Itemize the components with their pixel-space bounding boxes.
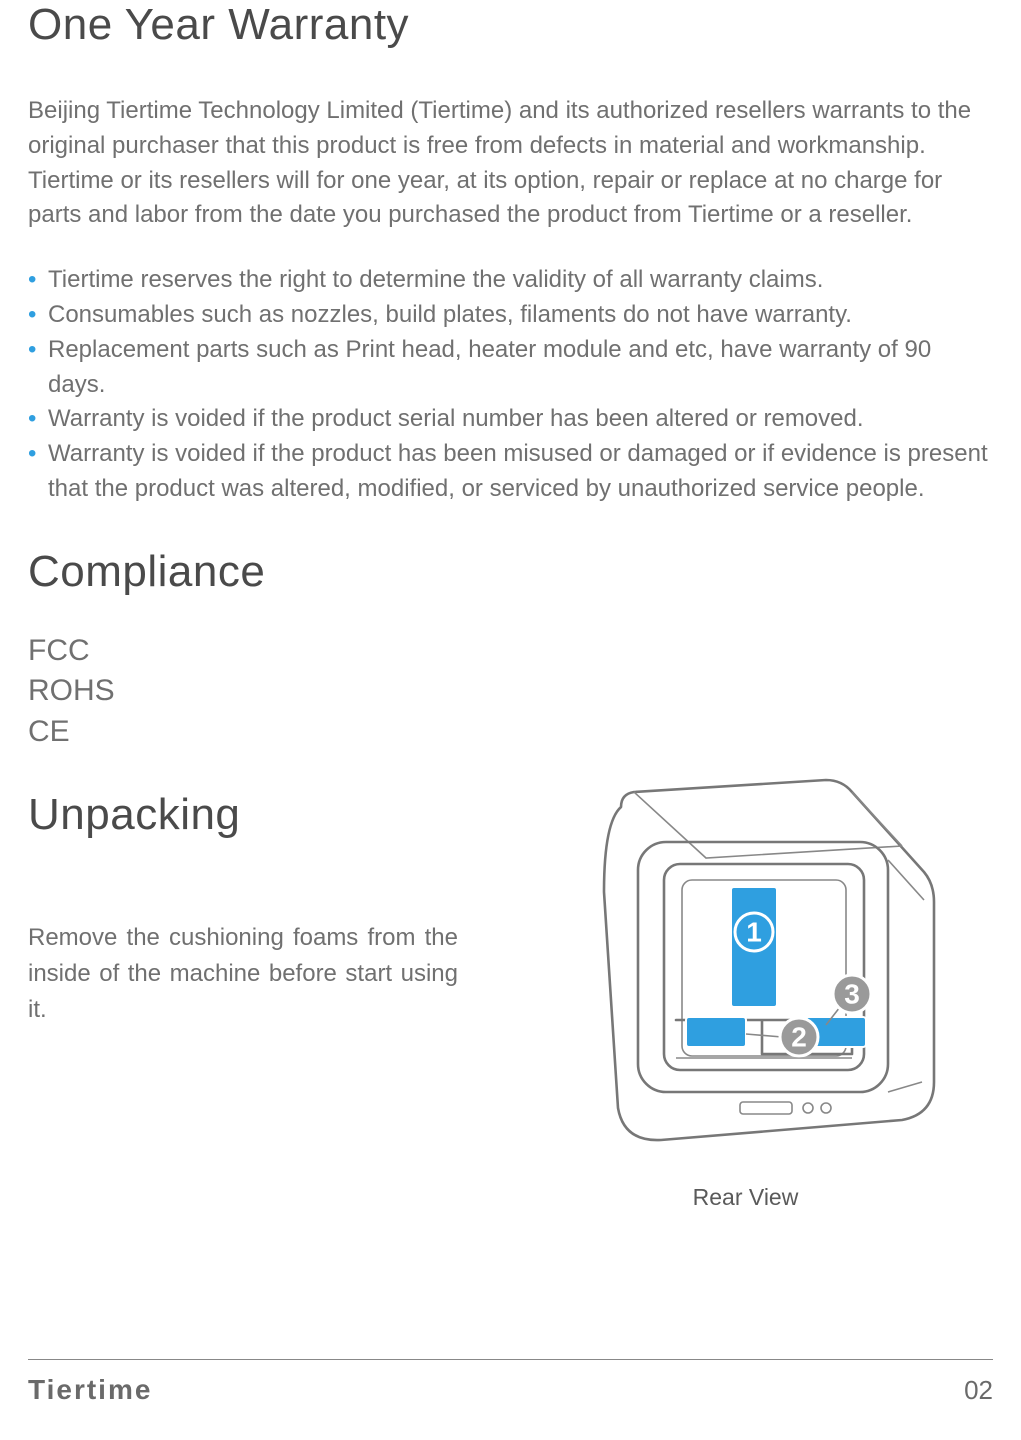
warranty-bullet: • Warranty is voided if the product seria… bbox=[28, 402, 993, 437]
bullet-icon: • bbox=[28, 263, 36, 298]
warranty-heading: One Year Warranty bbox=[28, 0, 993, 50]
callout-label: 1 bbox=[746, 917, 762, 948]
bullet-icon: • bbox=[28, 333, 36, 368]
bullet-icon: • bbox=[28, 437, 36, 472]
warranty-body: Beijing Tiertime Technology Limited (Tie… bbox=[28, 94, 993, 233]
callout-badge-3: 3 bbox=[833, 975, 871, 1013]
brand-logo: Tiertime bbox=[28, 1374, 152, 1406]
figure-caption: Rear View bbox=[693, 1184, 799, 1211]
callout-badge-2: 2 bbox=[780, 1018, 818, 1056]
warranty-bullet: • Consumables such as nozzles, build plat… bbox=[28, 298, 993, 333]
compliance-item: CE bbox=[28, 712, 993, 753]
printer-rear-view-diagram: 1 2 3 bbox=[526, 762, 966, 1162]
warranty-bullet-text: Replacement parts such as Print head, he… bbox=[48, 336, 931, 398]
callout-label: 2 bbox=[791, 1022, 807, 1053]
unpacking-heading: Unpacking bbox=[28, 790, 458, 840]
warranty-bullet: • Tiertime reserves the right to determin… bbox=[28, 263, 993, 298]
warranty-bullet: • Replacement parts such as Print head, h… bbox=[28, 333, 993, 403]
callout-label: 3 bbox=[844, 979, 860, 1010]
warranty-bullet-text: Tiertime reserves the right to determine… bbox=[48, 266, 823, 293]
warranty-bullet-text: Warranty is voided if the product has be… bbox=[48, 440, 988, 502]
bullet-icon: • bbox=[28, 402, 36, 437]
document-page: One Year Warranty Beijing Tiertime Techn… bbox=[0, 0, 1021, 1440]
compliance-list: FCC ROHS CE bbox=[28, 631, 993, 753]
page-number: 02 bbox=[964, 1375, 993, 1406]
unpacking-figure-column: 1 2 3 Rear View bbox=[498, 762, 993, 1211]
compliance-item: FCC bbox=[28, 631, 993, 672]
callout-badge-1: 1 bbox=[735, 913, 773, 951]
warranty-bullet-text: Warranty is voided if the product serial… bbox=[48, 405, 864, 432]
foam-2 bbox=[686, 1017, 746, 1047]
bullet-icon: • bbox=[28, 298, 36, 333]
compliance-item: ROHS bbox=[28, 671, 993, 712]
compliance-heading: Compliance bbox=[28, 547, 993, 597]
unpacking-section: Unpacking Remove the cushioning foams fr… bbox=[28, 762, 993, 1211]
unpacking-body: Remove the cushioning foams from the ins… bbox=[28, 920, 458, 1028]
warranty-bullet: • Warranty is voided if the product has b… bbox=[28, 437, 993, 507]
unpacking-text-column: Unpacking Remove the cushioning foams fr… bbox=[28, 762, 458, 1028]
warranty-bullet-text: Consumables such as nozzles, build plate… bbox=[48, 301, 852, 328]
page-footer: Tiertime 02 bbox=[28, 1359, 993, 1406]
warranty-bullet-list: • Tiertime reserves the right to determin… bbox=[28, 263, 993, 507]
